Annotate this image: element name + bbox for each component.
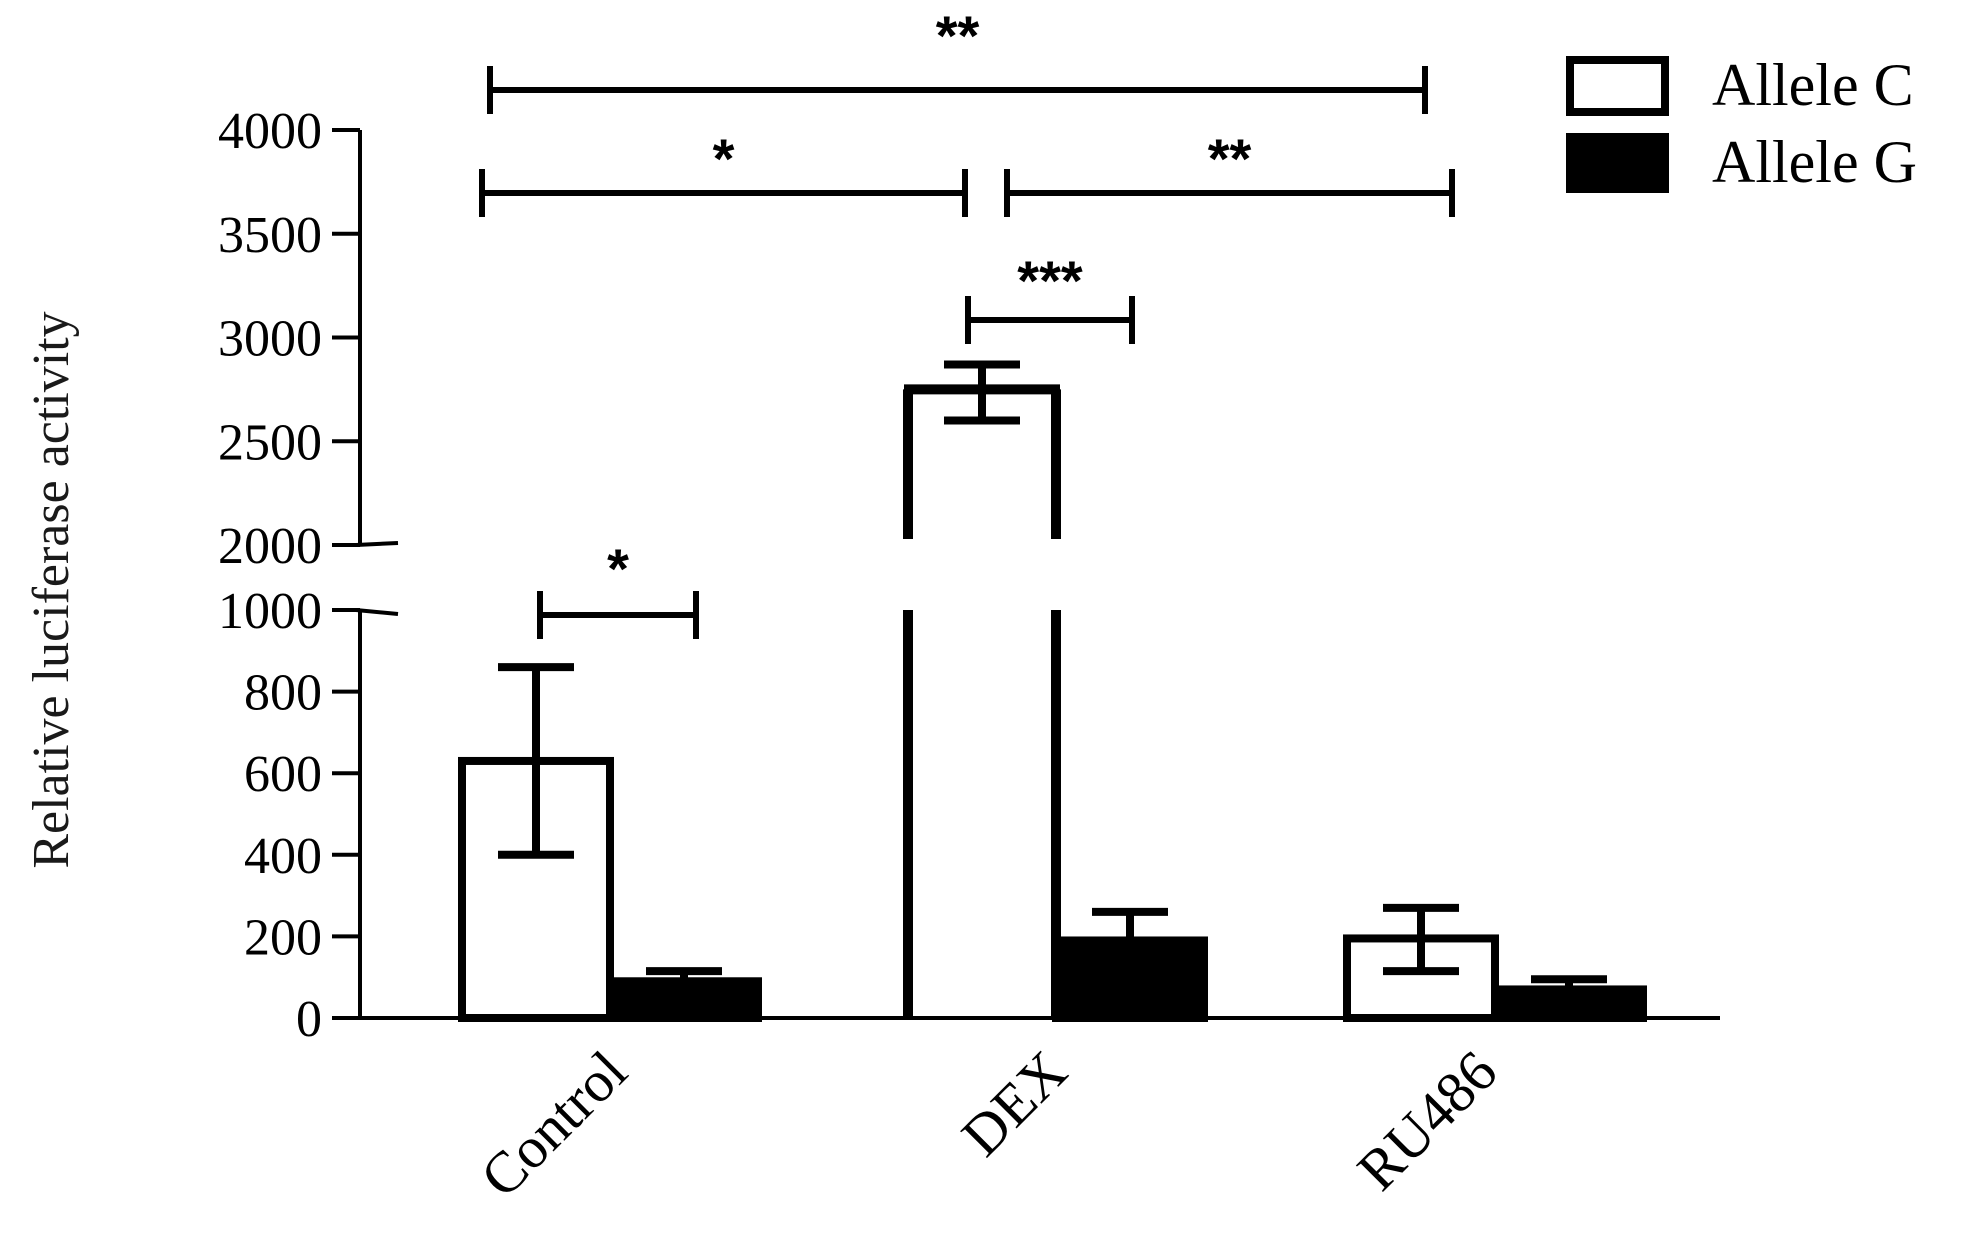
y-tick-label: 200 — [244, 909, 322, 966]
y-tick-label: 3500 — [218, 207, 322, 264]
error-bar-dex-allele-c — [944, 360, 1020, 425]
significance-label: * — [713, 127, 735, 190]
y-tick-label: 3000 — [218, 311, 322, 368]
bar-control-allele-c — [458, 756, 614, 1023]
bar-dex-allele-g — [1052, 936, 1208, 1022]
y-axis-label: Relative luciferase activity — [23, 311, 80, 868]
y-tick-label: 0 — [296, 991, 322, 1048]
axis-break-upper — [355, 541, 399, 547]
significance-bracket: *** — [965, 249, 1135, 344]
legend-swatch — [1566, 56, 1669, 116]
y-tick-label: 2500 — [218, 414, 322, 471]
axis-break-lower — [355, 608, 399, 616]
significance-bracket: * — [537, 537, 699, 639]
significance-bracket: * — [479, 127, 968, 217]
x-tick-label-control: Control — [468, 1038, 639, 1209]
legend: Allele C Allele G — [1566, 52, 1917, 195]
significance-label: * — [607, 537, 629, 600]
error-bars — [498, 360, 1607, 990]
bar-control-allele-g — [606, 977, 762, 1023]
y-tick-label: 600 — [244, 746, 322, 803]
bars — [458, 384, 1647, 1023]
y-tick-label: 1000 — [218, 583, 322, 640]
x-tick-label-dex: DEX — [949, 1038, 1079, 1168]
error-bar-control-allele-g — [646, 967, 722, 982]
significance-label: ** — [1208, 127, 1252, 190]
legend-label: Allele G — [1712, 129, 1917, 195]
axes: 0 200 400 600 800 1000 2000 2500 3000 3500 4000 Con… — [218, 103, 1720, 1210]
legend-label: Allele C — [1712, 52, 1914, 118]
y-tick-label: 4000 — [218, 103, 322, 160]
error-bar-dex-allele-g — [1092, 907, 1168, 941]
error-bar-ru486-allele-c — [1383, 903, 1459, 976]
legend-item-allele-g: Allele G — [1566, 129, 1917, 195]
error-bar-control-allele-c — [498, 663, 574, 859]
bar-ru486-allele-g — [1491, 985, 1647, 1023]
y-tick-label: 2000 — [218, 518, 322, 575]
error-bar-ru486-allele-g — [1531, 975, 1607, 990]
significance-bracket: ** — [487, 4, 1428, 114]
significance-brackets: *** ****** — [479, 4, 1455, 639]
significance-bracket: ** — [1004, 127, 1455, 217]
y-tick-label: 800 — [244, 665, 322, 722]
legend-swatch — [1566, 133, 1669, 193]
legend-item-allele-c: Allele C — [1566, 52, 1914, 118]
significance-label: ** — [936, 4, 980, 67]
bar-dex-allele-c — [903, 384, 1061, 1018]
x-tick-label-ru486: RU486 — [1345, 1038, 1509, 1202]
significance-label: *** — [1017, 249, 1083, 312]
y-tick-label: 400 — [244, 828, 322, 885]
